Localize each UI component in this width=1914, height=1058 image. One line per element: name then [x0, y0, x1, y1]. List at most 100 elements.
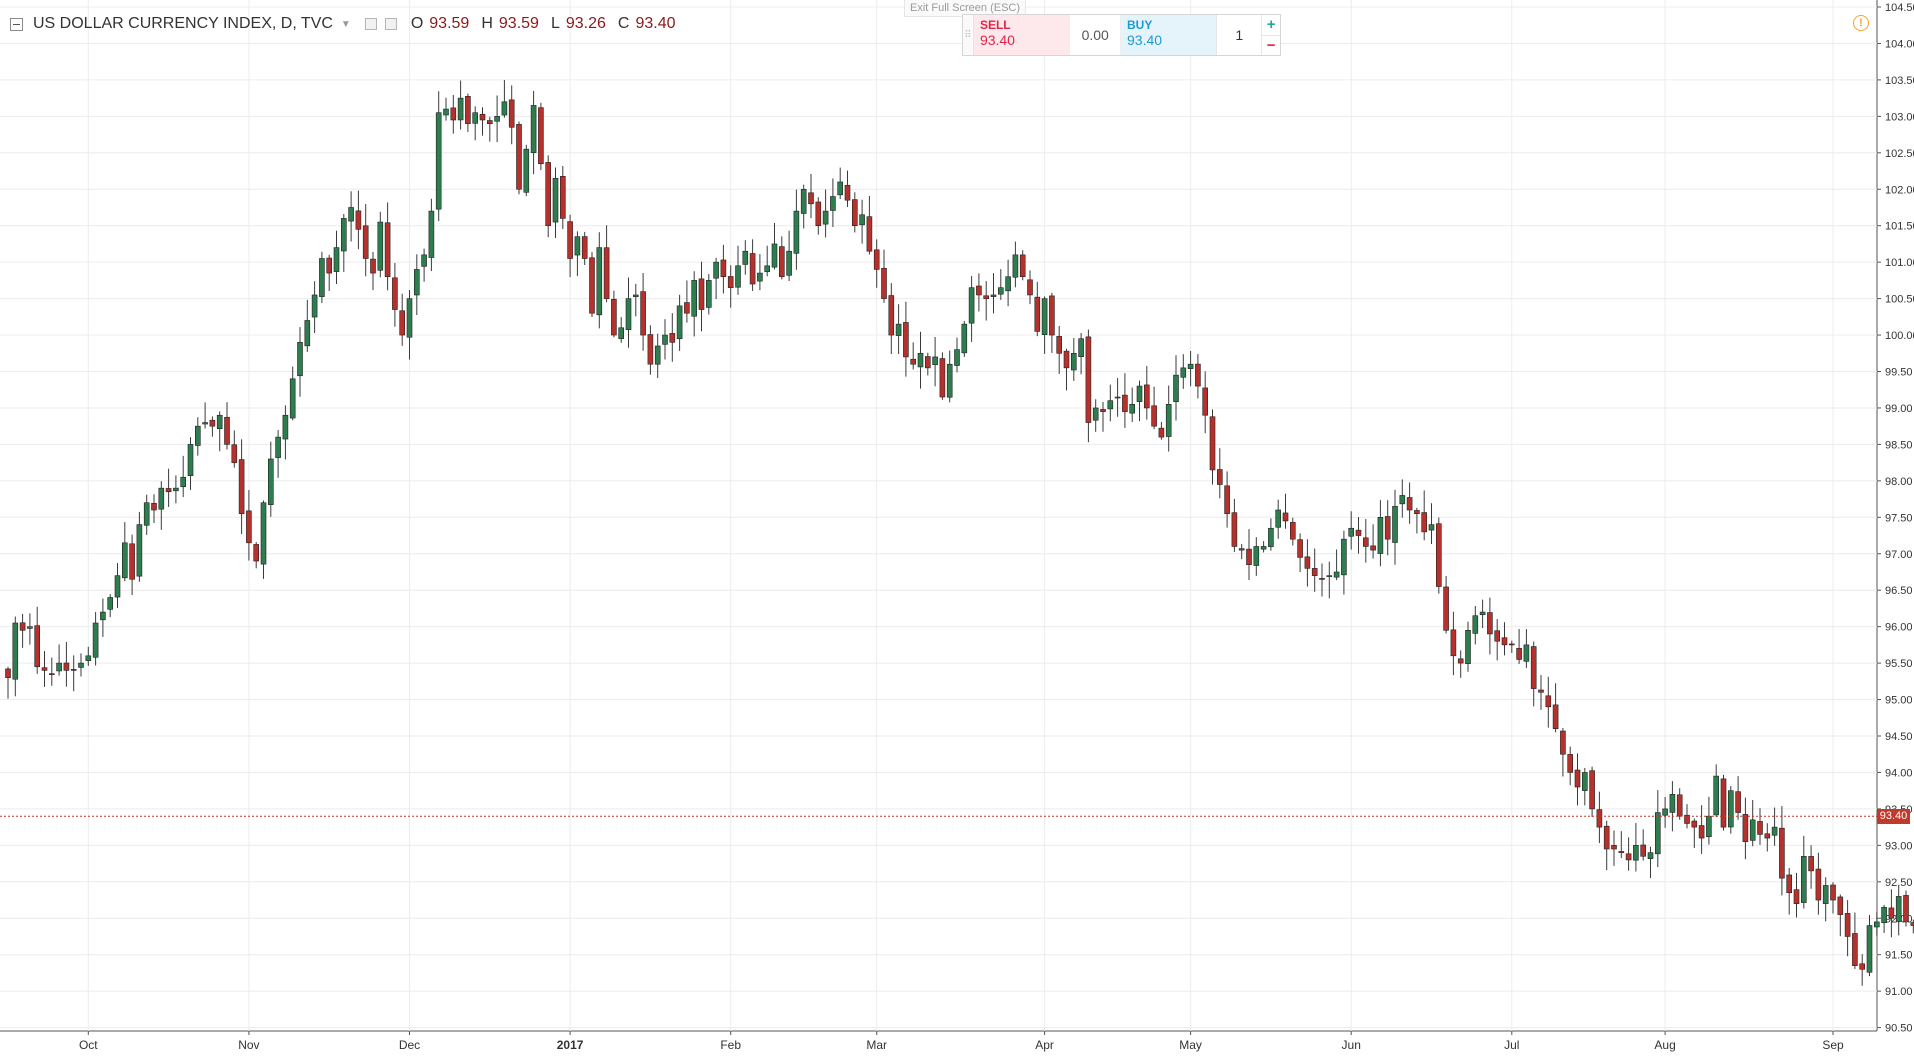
- candle-body-down: [749, 253, 756, 285]
- candle-body-up: [691, 280, 698, 317]
- candle-body-up: [932, 356, 938, 365]
- candle-body-up: [122, 542, 128, 579]
- candle-body-up: [1005, 276, 1011, 292]
- candle-body-down: [1414, 510, 1420, 514]
- candle-body-up: [800, 188, 807, 214]
- alert-icon[interactable]: !: [1853, 15, 1869, 31]
- candle-body-down: [1779, 827, 1785, 879]
- time-axis-tick-label: Nov: [238, 1038, 259, 1052]
- drag-handle-icon[interactable]: ⠿: [963, 15, 974, 55]
- candle-body-down: [1516, 648, 1522, 660]
- price-axis-tick-label: 92.50: [1885, 877, 1913, 889]
- candle-body-down: [238, 459, 245, 514]
- candle-body-down: [1567, 754, 1573, 773]
- candle-body-up: [786, 250, 792, 276]
- candle-body-up: [187, 444, 194, 476]
- candle-body-down: [778, 246, 785, 278]
- candle-body-down: [1560, 730, 1566, 755]
- candle-body-up: [917, 352, 924, 368]
- candle-body-down: [399, 310, 406, 336]
- candle-body-up: [1728, 790, 1734, 828]
- candle-body-up: [662, 334, 668, 345]
- candle-body-up: [705, 280, 712, 308]
- candle-body-down: [976, 285, 982, 296]
- candle-body-up: [260, 502, 267, 565]
- candle-body-down: [70, 669, 77, 671]
- candle-body-down: [1501, 637, 1508, 646]
- settings-icon[interactable]: [364, 18, 377, 30]
- candle-body-down: [1837, 896, 1844, 915]
- candle-body-down: [924, 356, 931, 369]
- buy-label: BUY: [1127, 18, 1153, 32]
- candle-body-up: [961, 323, 968, 354]
- candle-body-up: [1392, 506, 1398, 543]
- candle-body-up: [92, 622, 99, 658]
- candle-body-up: [676, 305, 683, 340]
- candle-body-up: [1173, 374, 1179, 403]
- price-axis-tick-label: 99.00: [1885, 403, 1913, 415]
- candle-body-up: [530, 105, 537, 154]
- candle-body-up: [1399, 495, 1406, 505]
- candle-body-up: [56, 662, 62, 672]
- candle-body-up: [1268, 527, 1274, 547]
- minus-icon[interactable]: −: [1266, 36, 1276, 54]
- low-label: L: [550, 15, 560, 32]
- candle-body-up: [1479, 611, 1486, 616]
- price-axis-tick-label: 101.50: [1885, 221, 1914, 233]
- buy-button[interactable]: BUY 93.40: [1121, 15, 1217, 55]
- symbol-title[interactable]: US DOLLAR CURRENCY INDEX, D, TVC: [33, 15, 333, 32]
- candle-body-down: [1224, 485, 1230, 514]
- candle-body-down: [1231, 512, 1238, 547]
- candle-body-up: [997, 287, 1004, 295]
- exit-fullscreen-button[interactable]: Exit Full Screen (ESC): [904, 0, 1026, 17]
- sell-price: 93.40: [979, 32, 1015, 48]
- time-axis-tick-label: Aug: [1654, 1038, 1675, 1052]
- candle-body-up: [501, 101, 508, 116]
- candle-body-down: [1786, 874, 1792, 894]
- candle-body-down: [1246, 548, 1252, 565]
- candle-body-down: [1808, 856, 1814, 872]
- candle-body-down: [1450, 629, 1457, 657]
- candle-body-up: [1326, 575, 1333, 577]
- candle-body-down: [1910, 922, 1914, 926]
- candle-body-up: [1465, 629, 1471, 664]
- quantity-input[interactable]: 1: [1216, 15, 1261, 55]
- price-axis-tick-label: 90.50: [1885, 1023, 1913, 1035]
- candle-body-down: [1363, 537, 1369, 547]
- candle-body-down: [151, 502, 157, 511]
- candle-body-down: [1815, 868, 1822, 901]
- chevron-down-icon[interactable]: ▼: [340, 18, 351, 30]
- plus-icon[interactable]: +: [1262, 15, 1281, 36]
- chart-legend: US DOLLAR CURRENCY INDEX, D, TVC ▼ O 93.5…: [10, 15, 676, 33]
- candle-body-up: [654, 345, 661, 365]
- candle-body-down: [1034, 296, 1041, 332]
- candle-body-down: [1844, 913, 1851, 937]
- candle-body-up: [822, 210, 829, 225]
- low-value: 93.26: [565, 15, 606, 32]
- candle-body-down: [1304, 556, 1311, 569]
- candle-body-down: [559, 176, 566, 219]
- time-axis-tick-label: Mar: [866, 1038, 887, 1052]
- close-label: C: [617, 15, 630, 32]
- candle-body-down: [1757, 821, 1763, 835]
- hide-icon[interactable]: [384, 18, 397, 30]
- collapse-legend-icon[interactable]: [10, 17, 23, 31]
- candle-body-up: [1881, 907, 1887, 924]
- sell-button[interactable]: SELL 93.40: [973, 15, 1070, 55]
- candle-body-down: [48, 673, 55, 675]
- price-axis-tick-label: 99.50: [1885, 367, 1913, 379]
- candle-body-up: [713, 261, 719, 279]
- candle-body-up: [195, 425, 201, 446]
- candle-body-down: [1611, 845, 1617, 850]
- candle-body-down: [844, 184, 851, 201]
- candle-body-up: [1348, 527, 1354, 537]
- candle-body-up: [1655, 812, 1661, 855]
- candle-body-up: [340, 218, 347, 252]
- candle-body-up: [618, 327, 625, 339]
- last-price-tag: 93.40: [1877, 808, 1910, 824]
- candle-body-up: [413, 269, 420, 296]
- price-axis-tick-label: 101.00: [1885, 257, 1914, 269]
- candle-body-up: [289, 378, 296, 419]
